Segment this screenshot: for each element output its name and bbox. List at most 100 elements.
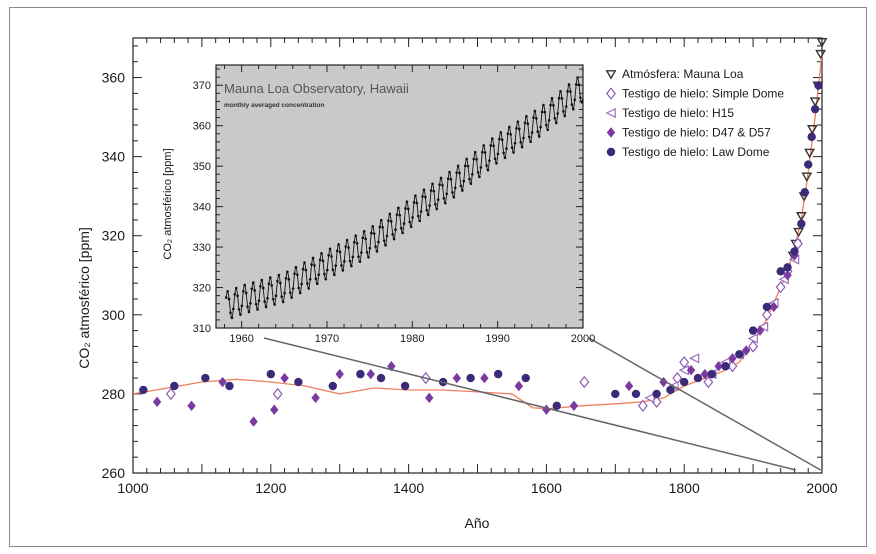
- legend-item: Testigo de hielo: D47 & D57: [606, 126, 771, 140]
- data-point: [249, 416, 258, 427]
- data-point: [652, 389, 661, 399]
- data-point: [769, 301, 778, 313]
- legend: Atmósfera: Mauna Loa Testigo de hielo: Si…: [605, 67, 784, 159]
- y-tick-label: 340: [102, 149, 126, 165]
- x-tick-label: 1200: [255, 480, 286, 496]
- legend-marker: [605, 107, 616, 119]
- y-axis-title: CO₂ atmosférico [ppm]: [76, 227, 92, 369]
- data-point: [714, 361, 723, 372]
- data-point: [783, 270, 792, 281]
- data-point: [376, 373, 386, 383]
- data-point: [187, 400, 196, 411]
- data-point: [809, 97, 821, 107]
- legend-label: Testigo de hielo: Simple Dome: [622, 87, 784, 101]
- x-axis-title: Año: [465, 515, 490, 531]
- legend-label: Atmósfera: Mauna Loa: [622, 67, 744, 81]
- data-point: [748, 326, 758, 335]
- legend-marker: [606, 127, 616, 138]
- legend-marker: [606, 147, 616, 157]
- data-point: [792, 237, 803, 250]
- data-point: [679, 356, 690, 369]
- data-point: [747, 333, 758, 344]
- legend-label: Testigo de hielo: H15: [622, 106, 734, 120]
- data-point: [815, 49, 827, 60]
- y-tick-label: 280: [102, 386, 126, 402]
- data-point: [272, 387, 283, 401]
- data-point: [425, 392, 434, 404]
- inset-y-tick-label: 340: [193, 202, 211, 214]
- data-point: [755, 325, 765, 336]
- legend-marker: [606, 87, 616, 100]
- zoom-lines: [263, 337, 821, 471]
- data-point: [624, 380, 634, 392]
- data-point: [521, 373, 530, 383]
- data-point: [804, 148, 816, 159]
- data-point: [266, 369, 275, 379]
- inset-x-tick-label: 1990: [485, 333, 509, 345]
- data-point: [793, 227, 804, 238]
- data-point: [783, 263, 792, 272]
- y-tick-label: 360: [102, 70, 126, 86]
- inset-title: Mauna Loa Observatory, Hawaii: [224, 81, 409, 96]
- data-point: [280, 372, 289, 384]
- data-point: [686, 364, 696, 376]
- data-point: [801, 172, 813, 183]
- data-point: [493, 369, 503, 379]
- legend-label: Testigo de hielo: Law Dome: [622, 145, 770, 159]
- x-tick-label: 1600: [531, 480, 562, 496]
- data-point: [400, 381, 410, 391]
- data-point: [201, 373, 210, 383]
- data-point: [693, 373, 703, 383]
- data-point: [514, 380, 524, 392]
- data-point: [335, 368, 344, 380]
- data-point: [807, 132, 816, 142]
- data-point: [804, 160, 813, 169]
- inset-x-tick-label: 2000: [571, 333, 595, 345]
- data-point: [218, 376, 227, 388]
- inset-plot: Mauna Loa Observatory, Hawaii monthly av…: [162, 64, 595, 345]
- data-point: [795, 212, 807, 222]
- legend-item: Testigo de hielo: H15: [605, 106, 734, 120]
- data-point: [152, 396, 162, 408]
- data-point: [366, 368, 375, 380]
- inset-x-tick-label: 1960: [229, 333, 253, 345]
- data-point: [700, 368, 710, 380]
- data-point: [666, 385, 675, 395]
- figure-frame: [9, 7, 867, 547]
- data-point: [644, 392, 655, 404]
- data-point: [165, 387, 176, 401]
- inset-x-tick-label: 1970: [315, 333, 339, 345]
- data-point: [356, 369, 365, 379]
- data-point: [761, 308, 772, 321]
- data-point: [707, 369, 716, 379]
- data-point: [810, 104, 820, 114]
- data-point: [311, 392, 320, 404]
- data-point: [735, 350, 744, 359]
- inset-y-axis-title: CO₂ atmosférico [ppm]: [162, 148, 174, 259]
- data-point: [703, 375, 714, 389]
- inset-y-tick-label: 360: [193, 121, 211, 133]
- x-tick-label: 1000: [117, 480, 148, 496]
- data-point: [721, 362, 730, 371]
- data-point: [659, 376, 668, 388]
- zoom-line-left: [263, 337, 796, 471]
- inset-subtitle: monthly averaged concentration: [224, 102, 324, 109]
- y-tick-label: 320: [102, 228, 126, 244]
- data-point: [569, 400, 579, 411]
- data-point: [139, 385, 148, 395]
- legend-label: Testigo de hielo: D47 & D57: [622, 126, 771, 140]
- data-point: [816, 38, 828, 48]
- data-point: [542, 404, 551, 415]
- data-point: [328, 381, 338, 391]
- data-point: [688, 353, 700, 364]
- series-diamond-filled: [152, 250, 799, 427]
- inset-x-tick-label: 1980: [400, 333, 424, 345]
- inset-y-tick-label: 330: [193, 242, 211, 254]
- x-tick-label: 1800: [669, 480, 700, 496]
- data-point: [294, 377, 303, 387]
- data-point: [680, 377, 689, 387]
- data-point: [757, 321, 769, 332]
- inset-line: [225, 76, 584, 319]
- data-point: [775, 280, 786, 294]
